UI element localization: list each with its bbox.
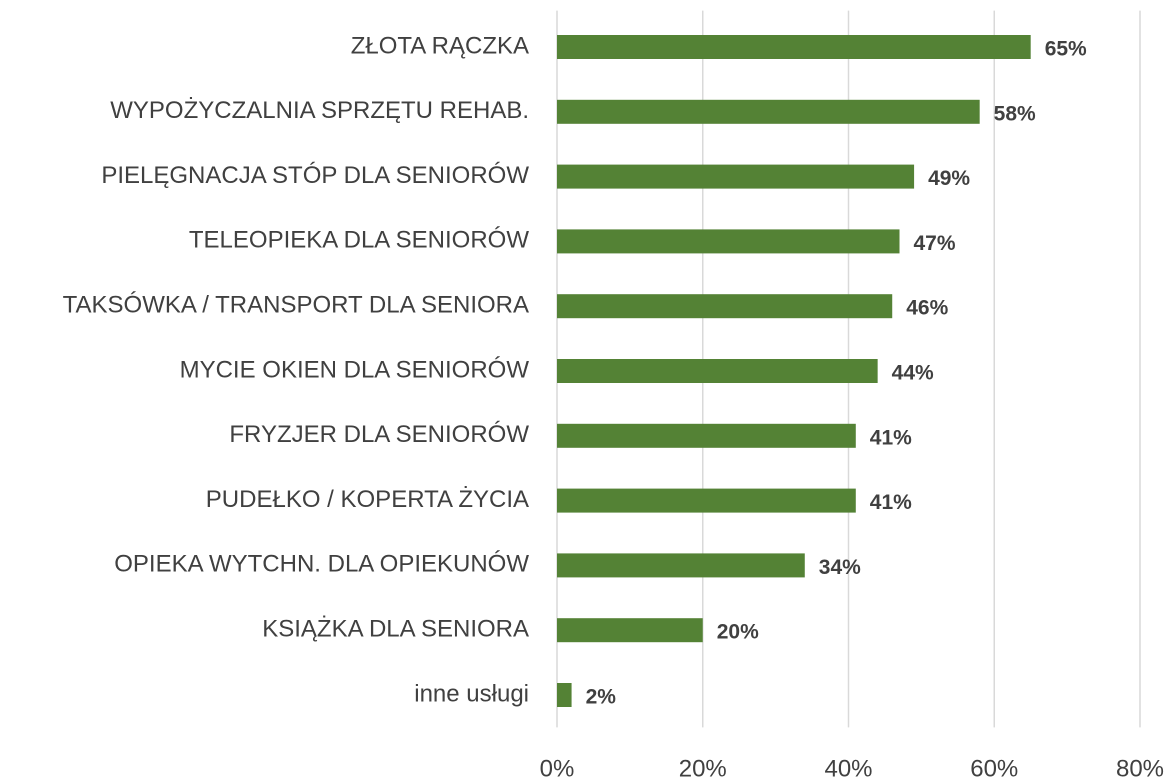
y-tick-label: OPIEKA WYTCHN. DLA OPIEKUNÓW	[114, 551, 529, 578]
bar	[557, 423, 856, 448]
x-tick-label: 80%	[1116, 755, 1164, 781]
bar	[557, 618, 703, 643]
bar	[557, 294, 893, 319]
y-tick-label: PUDEŁKO / KOPERTA ŻYCIA	[206, 486, 529, 513]
value-label: 41%	[870, 491, 912, 514]
x-tick-label: 40%	[824, 755, 872, 781]
y-tick-label: KSIĄŻKA DLA SENIORA	[262, 616, 529, 643]
value-label: 2%	[586, 686, 617, 709]
y-tick-label: PIELĘGNACJA STÓP DLA SENIORÓW	[101, 162, 529, 189]
y-tick-label: TAKSÓWKA / TRANSPORT DLA SENIORA	[63, 292, 529, 319]
value-label: 58%	[994, 102, 1036, 125]
value-label: 65%	[1045, 38, 1087, 61]
value-label: 20%	[717, 621, 759, 644]
x-tick-label: 60%	[970, 755, 1018, 781]
bar	[557, 99, 980, 124]
bar	[557, 164, 915, 189]
y-tick-label: inne usługi	[414, 680, 529, 707]
y-tick-label: MYCIE OKIEN DLA SENIORÓW	[180, 356, 530, 383]
value-label: 44%	[892, 362, 934, 385]
bar	[557, 359, 878, 383]
x-tick-label: 0%	[540, 755, 575, 781]
value-label: 34%	[819, 556, 861, 579]
y-tick-label: TELEOPIEKA DLA SENIORÓW	[189, 227, 529, 254]
value-label: 46%	[906, 297, 948, 320]
y-tick-label: FRYZJER DLA SENIORÓW	[229, 421, 529, 448]
bar	[557, 229, 900, 254]
bar	[557, 488, 856, 513]
value-label: 49%	[928, 167, 970, 190]
value-label: 47%	[914, 232, 956, 255]
value-label: 41%	[870, 426, 912, 449]
bar	[557, 683, 572, 707]
y-tick-label: WYPOŻYCZALNIA SPRZĘTU REHAB.	[110, 97, 529, 124]
bar	[557, 553, 805, 578]
y-tick-label: ZŁOTA RĄCZKA	[351, 32, 529, 59]
x-tick-label: 20%	[679, 755, 727, 781]
bar	[557, 35, 1031, 59]
